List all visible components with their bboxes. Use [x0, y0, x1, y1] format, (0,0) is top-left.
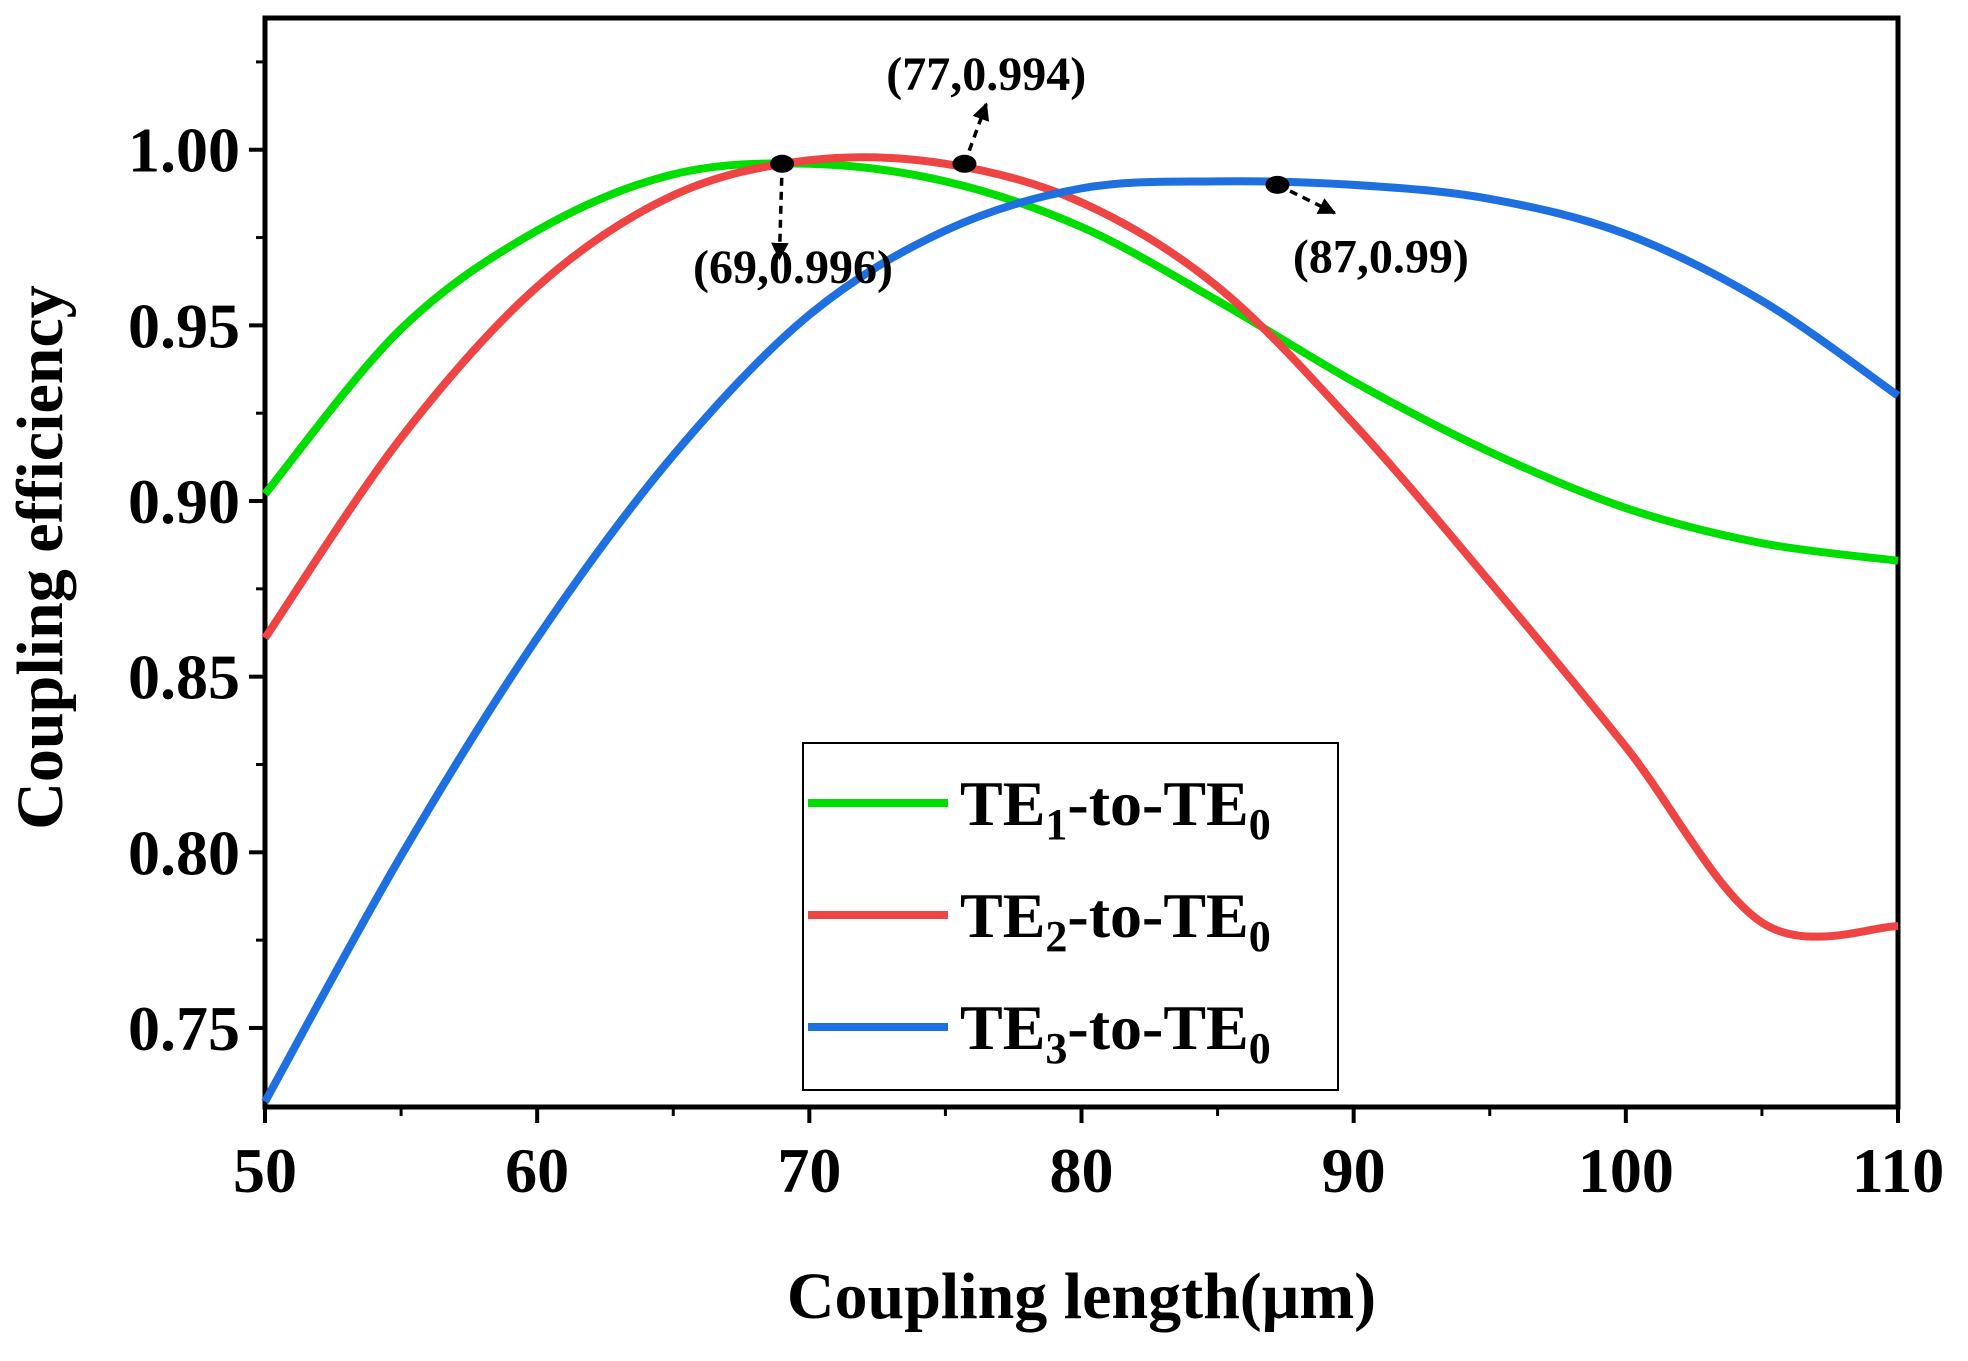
legend: TE1-to-TE0 TE2-to-TE0 TE3-to-TE0 — [802, 742, 1339, 1091]
annotation-arrow — [962, 102, 990, 165]
annotation-arrow — [1276, 183, 1337, 215]
y-tick-label: 0.85 — [128, 642, 240, 713]
y-axis-ticks: 0.75 0.80 0.85 0.90 0.95 1.00 — [128, 60, 265, 1064]
annotation-label: (77,0.994) — [886, 48, 1086, 101]
series-line — [261, 153, 1899, 941]
y-tick-label: 1.00 — [128, 115, 240, 186]
annotation: (87,0.99) — [1265, 175, 1469, 284]
legend-item: TE1-to-TE0 — [808, 768, 1271, 849]
x-tick-label: 110 — [1852, 1135, 1944, 1206]
x-axis-title: Coupling length(μm) — [787, 1260, 1376, 1333]
y-axis-title: Coupling efficiency — [4, 285, 77, 829]
annotation: (77,0.994) — [886, 48, 1086, 173]
legend-label: TE3-to-TE0 — [960, 992, 1271, 1073]
x-tick-label: 100 — [1578, 1135, 1674, 1206]
y-tick-label: 0.75 — [128, 993, 240, 1064]
series-line — [261, 177, 1901, 1104]
y-tick-label: 0.95 — [128, 290, 240, 361]
x-tick-label: 70 — [777, 1135, 841, 1206]
x-tick-label: 60 — [505, 1135, 569, 1206]
series-line — [261, 159, 1899, 565]
series-lines — [261, 153, 1901, 1104]
series-2 — [261, 153, 1899, 941]
annotation-arrow — [771, 163, 789, 261]
y-tick-label: 0.80 — [128, 817, 240, 888]
legend-item: TE3-to-TE0 — [808, 992, 1271, 1073]
x-tick-label: 80 — [1050, 1135, 1114, 1206]
legend-label: TE1-to-TE0 — [960, 768, 1271, 849]
series-1 — [261, 159, 1899, 565]
annotation: (69,0.996) — [693, 154, 893, 294]
legend-label: TE2-to-TE0 — [960, 880, 1271, 961]
annotations: (69,0.996) (77,0.994) (87,0.99) — [693, 48, 1469, 294]
legend-item: TE2-to-TE0 — [808, 880, 1271, 961]
x-tick-label: 90 — [1322, 1135, 1386, 1206]
annotation-label: (87,0.99) — [1293, 231, 1469, 284]
annotation-label: (69,0.996) — [693, 241, 893, 294]
y-tick-label: 0.90 — [128, 466, 240, 537]
x-axis-ticks: 50 60 70 80 90 100 110 — [233, 1107, 1944, 1206]
x-tick-label: 50 — [233, 1135, 297, 1206]
series-3 — [261, 177, 1901, 1104]
